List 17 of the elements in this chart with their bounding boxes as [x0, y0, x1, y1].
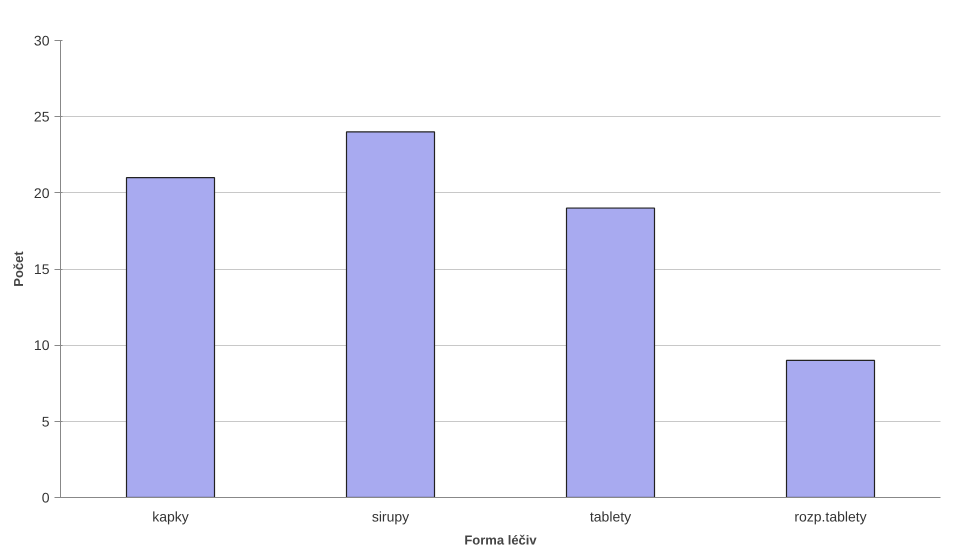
y-tick-label: 30	[34, 32, 50, 48]
y-tick-label: 15	[34, 261, 50, 277]
bar	[566, 207, 656, 498]
x-tick-label: kapky	[152, 508, 189, 524]
bar	[346, 131, 436, 498]
y-tick-label: 20	[34, 184, 50, 201]
x-tick-label: sirupy	[372, 508, 410, 524]
y-axis-title: Počet	[10, 250, 26, 287]
x-tick-label: tablety	[590, 508, 632, 524]
y-tick-label: 0	[42, 490, 50, 506]
y-tick-label: 25	[34, 108, 50, 125]
x-axis-title: Forma léčiv	[464, 532, 538, 548]
bar	[126, 177, 216, 498]
y-tick-label: 10	[34, 337, 50, 354]
x-tick-label: rozp.tablety	[794, 508, 867, 524]
y-tick-label: 5	[42, 413, 50, 430]
bar	[786, 360, 876, 498]
